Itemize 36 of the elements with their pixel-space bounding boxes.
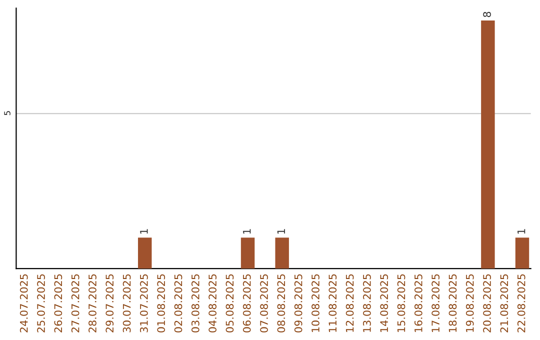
x-tick-label: 28.07.2025 [88,274,96,332]
x-tick-label: 18.08.2025 [448,274,457,332]
x-tick-label: 31.07.2025 [140,274,148,332]
x-tick-label: 08.08.2025 [277,274,286,332]
x-tick-label: 17.08.2025 [432,274,440,332]
x-tick-label: 19.08.2025 [466,274,474,332]
x-tick-label: 22.08.2025 [517,274,526,332]
x-tick-label: 11.08.2025 [328,274,337,332]
data-label: 1 [140,229,148,234]
x-tick-label: 03.08.2025 [191,274,200,332]
x-tick-label: 05.08.2025 [226,274,234,332]
x-tick-label: 12.08.2025 [346,274,354,332]
x-tick-label: 09.08.2025 [294,274,302,332]
x-tick-label: 16.08.2025 [414,274,422,332]
x-tick-label: 21.08.2025 [500,274,508,332]
data-label: 1 [243,229,251,234]
x-tick-label: 01.08.2025 [157,274,166,332]
x-tick-label: 07.08.2025 [260,274,268,332]
y-tick-label: 5 [4,111,10,116]
data-label: 1 [518,229,526,234]
data-label: 1 [277,229,285,234]
x-tick-label: 02.08.2025 [174,274,182,332]
x-tick-label: 25.07.2025 [37,274,45,332]
x-tick-label: 29.07.2025 [106,274,114,332]
x-tick-label: 13.08.2025 [363,274,371,332]
x-tick-label: 30.07.2025 [122,274,131,332]
x-tick-label: 20.08.2025 [483,274,491,332]
x-tick-label: 24.07.2025 [20,274,28,332]
x-tick-label: 04.08.2025 [208,274,216,332]
data-label: 8 [483,12,491,18]
x-tick-label: 26.07.2025 [54,274,62,332]
x-tick-label: 06.08.2025 [242,274,251,332]
x-tick-label: 10.08.2025 [312,274,320,332]
x-tick-label: 14.08.2025 [380,274,388,332]
x-tick-label: 27.07.2025 [71,274,80,332]
x-tick-label: 15.08.2025 [397,274,406,332]
